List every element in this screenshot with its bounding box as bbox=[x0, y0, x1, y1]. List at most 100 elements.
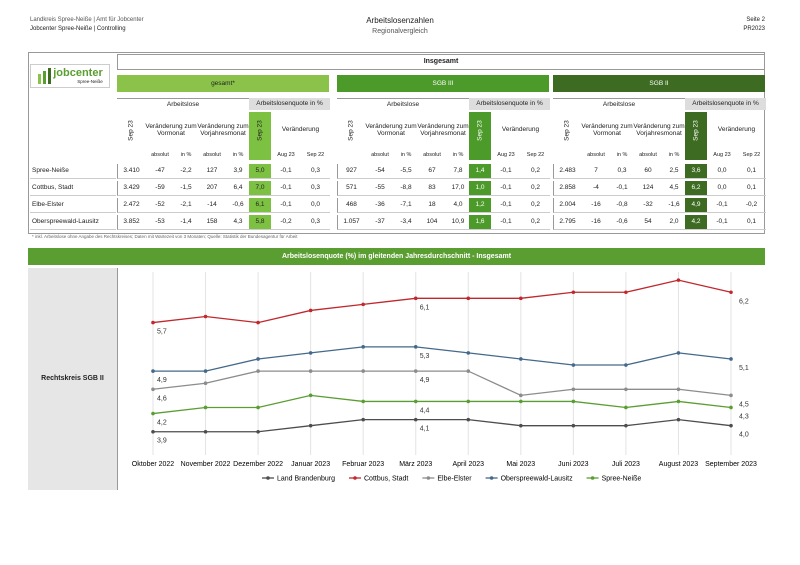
table-cell: 0,2 bbox=[521, 181, 550, 196]
table-cell: 6,1 bbox=[249, 198, 271, 213]
table-cell: 2,5 bbox=[663, 164, 685, 179]
point bbox=[676, 351, 681, 355]
table-cell: -0,1 bbox=[707, 215, 737, 230]
table-cell: -55 bbox=[365, 181, 395, 196]
point bbox=[519, 357, 523, 361]
point bbox=[624, 290, 628, 295]
point bbox=[413, 399, 418, 404]
point bbox=[571, 387, 576, 392]
point bbox=[308, 369, 313, 373]
table-cell: 7,0 bbox=[249, 181, 271, 196]
page-title: Arbeitslosenzahlen bbox=[366, 16, 434, 25]
line bbox=[153, 418, 732, 433]
data-label: 4,2 bbox=[157, 420, 167, 427]
table-cell: 127 bbox=[197, 164, 227, 179]
point bbox=[676, 278, 681, 282]
table-cell: 4,9 bbox=[685, 198, 707, 213]
point bbox=[413, 369, 418, 373]
column-header: Veränderung bbox=[717, 126, 756, 134]
table-cell: 2.858 bbox=[553, 181, 581, 196]
point bbox=[361, 369, 365, 373]
point bbox=[203, 314, 208, 319]
table-cell: -0,1 bbox=[271, 181, 301, 196]
column-header: Veränderung zum Vorjahresmonat bbox=[197, 122, 249, 137]
table-cell: -0,2 bbox=[271, 215, 301, 230]
table-cell: 0,3 bbox=[301, 215, 330, 230]
column-group-header: Arbeitslosenquote in % bbox=[249, 98, 330, 110]
sub-header: absolut bbox=[371, 151, 389, 158]
column-group-header: Arbeitslosenquote in % bbox=[469, 98, 550, 110]
point bbox=[151, 369, 155, 373]
point bbox=[151, 429, 155, 434]
column-header: Sep 23 bbox=[469, 112, 491, 150]
legend-marker bbox=[590, 476, 595, 480]
table-cell: 0,0 bbox=[707, 164, 737, 179]
column-header: Veränderung zum Vormonat bbox=[145, 122, 197, 137]
column-group-header: Arbeitslose bbox=[117, 98, 249, 110]
table-cell: -0,1 bbox=[491, 198, 521, 213]
table-cell: 0,3 bbox=[611, 164, 633, 179]
legend-marker bbox=[489, 476, 494, 480]
table-cell: -1,4 bbox=[175, 215, 197, 230]
table-cell: 3,6 bbox=[685, 164, 707, 179]
logo-title: jobcenter bbox=[53, 67, 103, 80]
point bbox=[729, 393, 733, 398]
sub-header: absolut bbox=[587, 151, 605, 158]
table-cell: -7,1 bbox=[395, 198, 417, 213]
legend-marker bbox=[353, 476, 357, 480]
column-header: Veränderung bbox=[281, 126, 320, 134]
table-cell: 3.429 bbox=[117, 181, 145, 196]
legend-label: Land Brandenburg bbox=[277, 476, 335, 483]
line bbox=[153, 346, 732, 372]
table-cell: -0,6 bbox=[611, 215, 633, 230]
point bbox=[519, 423, 523, 428]
point bbox=[203, 405, 208, 410]
x-tick-label: April 2023 bbox=[453, 461, 485, 468]
point bbox=[466, 296, 471, 301]
table-cell: 0,2 bbox=[521, 215, 550, 230]
group-header: gesamt* bbox=[117, 75, 329, 92]
column-header: Veränderung zum Vormonat bbox=[581, 122, 633, 137]
table-cell: 17,0 bbox=[447, 181, 469, 196]
table-cell: 0,0 bbox=[301, 198, 330, 213]
sub-header: absolut bbox=[151, 151, 169, 158]
point bbox=[203, 369, 208, 373]
table-cell: -54 bbox=[365, 164, 395, 179]
point bbox=[256, 320, 260, 325]
sub-header: Sep 22 bbox=[306, 151, 325, 158]
table-cell: 60 bbox=[633, 164, 663, 179]
table-cell: -0,1 bbox=[271, 198, 301, 213]
point bbox=[624, 387, 628, 392]
column-header: Veränderung zum Vorjahresmonat bbox=[633, 122, 685, 137]
x-tick-label: März 2023 bbox=[399, 461, 432, 468]
point bbox=[151, 411, 155, 416]
point bbox=[729, 405, 733, 410]
table-cell: 0,1 bbox=[737, 215, 766, 230]
point bbox=[361, 345, 365, 349]
data-label: 4,4 bbox=[420, 407, 430, 414]
table-cell: 1.057 bbox=[337, 215, 365, 230]
x-tick-label: Februar 2023 bbox=[342, 461, 384, 468]
table-cell: -0,6 bbox=[227, 198, 249, 213]
x-tick-label: August 2023 bbox=[659, 461, 698, 468]
table-cell: -1,6 bbox=[663, 198, 685, 213]
point bbox=[466, 369, 471, 373]
point bbox=[308, 423, 313, 428]
table-cell: -0,1 bbox=[491, 164, 521, 179]
legend-label: Spree-Neiße bbox=[602, 476, 642, 483]
table-cell: 0,1 bbox=[737, 181, 766, 196]
logo-sub: Spree-Neiße bbox=[77, 78, 103, 84]
table-cell: -53 bbox=[145, 215, 175, 230]
point bbox=[256, 369, 260, 373]
table-cell: -0,1 bbox=[611, 181, 633, 196]
data-label: 4,9 bbox=[157, 377, 167, 384]
table-cell: 158 bbox=[197, 215, 227, 230]
table-cell: 1,2 bbox=[469, 198, 491, 213]
logo-text: jobcenter Spree-Neiße bbox=[53, 67, 103, 84]
table-cell: 104 bbox=[417, 215, 447, 230]
table-cell: -1,5 bbox=[175, 181, 197, 196]
table-cell: 1,4 bbox=[469, 164, 491, 179]
sub-header: Sep 22 bbox=[526, 151, 545, 158]
